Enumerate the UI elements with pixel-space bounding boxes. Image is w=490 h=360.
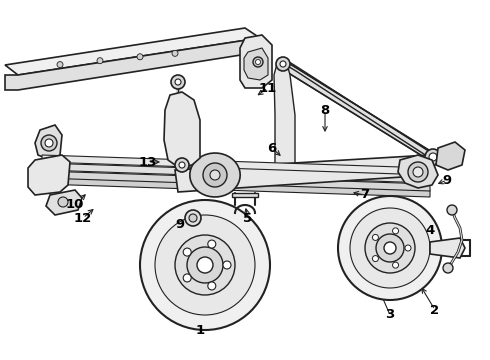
Circle shape [208, 240, 216, 248]
Text: 11: 11 [259, 81, 277, 94]
Text: 13: 13 [139, 156, 157, 168]
Circle shape [443, 263, 453, 273]
Text: 3: 3 [385, 309, 394, 321]
Circle shape [179, 162, 185, 168]
Text: 6: 6 [268, 141, 277, 154]
Polygon shape [42, 171, 430, 191]
Text: 9: 9 [442, 174, 452, 186]
Text: 10: 10 [66, 198, 84, 211]
Polygon shape [5, 38, 260, 90]
Polygon shape [398, 155, 438, 188]
Circle shape [447, 205, 457, 215]
Circle shape [137, 54, 143, 60]
Polygon shape [244, 48, 268, 80]
Circle shape [429, 153, 437, 161]
Circle shape [175, 235, 235, 295]
Circle shape [97, 58, 103, 64]
Polygon shape [5, 28, 260, 75]
Circle shape [255, 59, 261, 64]
Polygon shape [28, 155, 70, 195]
Circle shape [183, 248, 191, 256]
Circle shape [413, 167, 423, 177]
Text: 2: 2 [430, 303, 440, 316]
Circle shape [175, 79, 181, 85]
Polygon shape [42, 163, 430, 183]
Circle shape [392, 262, 398, 268]
Circle shape [408, 162, 428, 182]
Circle shape [425, 149, 441, 165]
Circle shape [350, 208, 430, 288]
Circle shape [41, 135, 57, 151]
Polygon shape [430, 238, 465, 258]
Circle shape [185, 210, 201, 226]
Circle shape [203, 163, 227, 187]
Text: 7: 7 [361, 189, 369, 202]
Circle shape [392, 228, 398, 234]
Text: 9: 9 [175, 219, 185, 231]
Circle shape [280, 61, 286, 67]
Text: 1: 1 [196, 324, 204, 337]
Circle shape [384, 242, 396, 254]
Polygon shape [232, 193, 258, 197]
Circle shape [338, 196, 442, 300]
Circle shape [175, 158, 189, 172]
Polygon shape [46, 190, 82, 215]
Text: 5: 5 [244, 211, 252, 225]
Text: 4: 4 [425, 224, 435, 237]
Polygon shape [436, 142, 465, 170]
Circle shape [189, 214, 197, 222]
Polygon shape [190, 153, 240, 197]
Polygon shape [282, 59, 432, 162]
Polygon shape [175, 155, 432, 192]
Polygon shape [164, 92, 200, 167]
Circle shape [45, 139, 53, 147]
Circle shape [155, 215, 255, 315]
Circle shape [187, 247, 223, 283]
Polygon shape [240, 35, 272, 88]
Polygon shape [42, 155, 430, 175]
Circle shape [208, 282, 216, 290]
Circle shape [365, 223, 415, 273]
Polygon shape [42, 177, 430, 197]
Circle shape [172, 50, 178, 56]
Polygon shape [274, 60, 295, 175]
Circle shape [253, 57, 263, 67]
Text: 8: 8 [320, 104, 330, 117]
Circle shape [171, 75, 185, 89]
Circle shape [276, 57, 290, 71]
Circle shape [197, 257, 213, 273]
Text: 12: 12 [74, 211, 92, 225]
Circle shape [372, 256, 378, 262]
Circle shape [372, 234, 378, 240]
Circle shape [223, 261, 231, 269]
Circle shape [405, 245, 411, 251]
Circle shape [210, 170, 220, 180]
Polygon shape [35, 125, 62, 160]
Circle shape [140, 200, 270, 330]
Circle shape [376, 234, 404, 262]
Circle shape [57, 62, 63, 68]
Circle shape [183, 274, 191, 282]
Circle shape [58, 197, 68, 207]
